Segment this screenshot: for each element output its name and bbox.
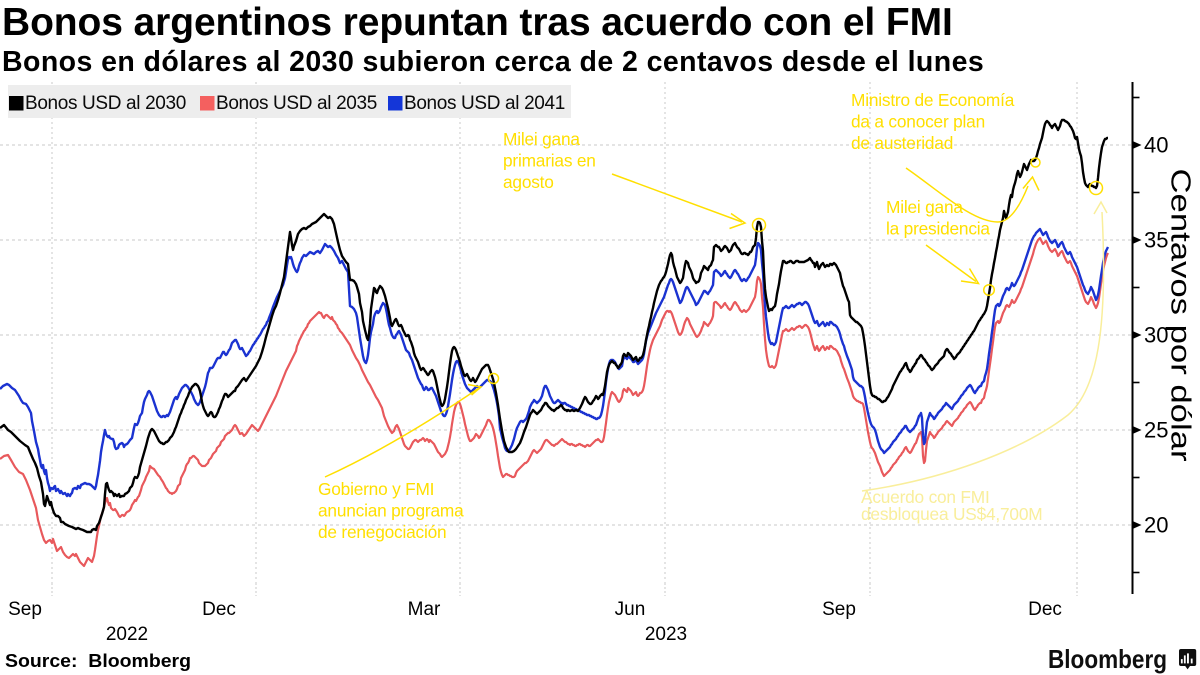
svg-text:Bloomberg: Bloomberg bbox=[1048, 644, 1167, 674]
svg-text:da a conocer plan: da a conocer plan bbox=[851, 112, 985, 132]
svg-text:Dec: Dec bbox=[202, 599, 236, 620]
svg-text:Centavos por dólar: Centavos por dólar bbox=[1166, 169, 1197, 462]
svg-text:20: 20 bbox=[1144, 513, 1168, 538]
svg-text:30: 30 bbox=[1144, 323, 1168, 348]
svg-text:agosto: agosto bbox=[503, 172, 554, 192]
svg-text:2022: 2022 bbox=[106, 624, 148, 645]
svg-text:35: 35 bbox=[1144, 228, 1168, 253]
svg-text:Sep: Sep bbox=[8, 599, 42, 620]
svg-text:Mar: Mar bbox=[408, 599, 441, 620]
svg-text:40: 40 bbox=[1144, 133, 1168, 158]
svg-text:Bonos USD al 2041: Bonos USD al 2041 bbox=[404, 93, 565, 114]
svg-text:25: 25 bbox=[1144, 418, 1168, 443]
svg-text:Bonos USD al 2030: Bonos USD al 2030 bbox=[25, 93, 186, 114]
svg-text:Bonos USD al 2035: Bonos USD al 2035 bbox=[216, 93, 377, 114]
svg-text:Ministro de Economía: Ministro de Economía bbox=[851, 90, 1015, 110]
svg-text:desbloquea US$4,700M: desbloquea US$4,700M bbox=[861, 504, 1042, 524]
svg-text:Milei gana: Milei gana bbox=[503, 129, 580, 149]
svg-text:Source: Bloomberg: Source: Bloomberg bbox=[5, 651, 191, 671]
svg-text:Gobierno y FMI: Gobierno y FMI bbox=[318, 479, 434, 499]
svg-text:Dec: Dec bbox=[1028, 599, 1062, 620]
svg-text:Sep: Sep bbox=[822, 599, 856, 620]
svg-text:la presidencia: la presidencia bbox=[886, 219, 990, 239]
svg-text:Milei gana: Milei gana bbox=[886, 197, 963, 217]
svg-text:anuncian programa: anuncian programa bbox=[318, 501, 464, 521]
svg-text:Acuerdo con FMI: Acuerdo con FMI bbox=[861, 487, 990, 507]
svg-text:de austeridad: de austeridad bbox=[851, 133, 953, 153]
svg-text:2023: 2023 bbox=[645, 624, 687, 645]
svg-text:primarias en: primarias en bbox=[503, 151, 596, 171]
svg-text:de renegociación: de renegociación bbox=[318, 522, 446, 542]
svg-text:Jun: Jun bbox=[615, 599, 646, 620]
